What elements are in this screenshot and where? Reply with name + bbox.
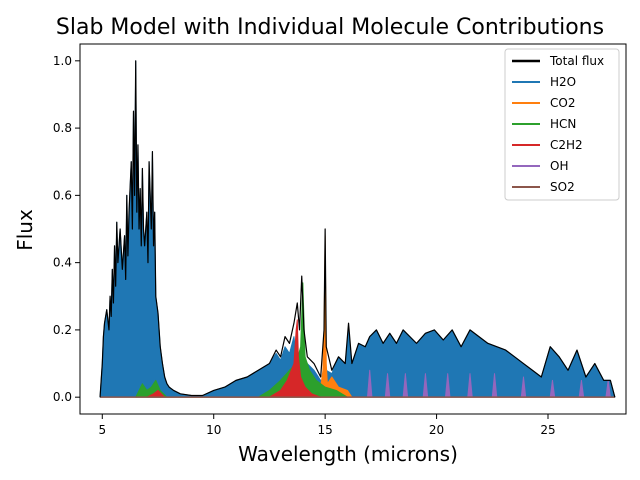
legend-label: OH [550, 159, 568, 173]
x-tick-label: 20 [429, 423, 444, 437]
legend-label: HCN [550, 117, 576, 131]
y-axis-label: Flux [13, 209, 37, 251]
legend-frame [504, 48, 620, 201]
x-tick-label: 10 [206, 423, 221, 437]
series-c2h2 [146, 319, 322, 398]
legend-label: CO2 [550, 96, 575, 110]
legend-label: C2H2 [550, 138, 583, 152]
y-axis: 0.0 0.2 0.4 0.6 0.8 1.0 [53, 54, 80, 404]
x-axis: 5 10 15 20 25 [98, 414, 556, 437]
x-tick-label: 25 [540, 423, 555, 437]
x-tick-label: 15 [318, 423, 333, 437]
series-layer [99, 60, 616, 398]
y-tick-label: 1.0 [53, 54, 72, 68]
plot-area [79, 43, 627, 415]
legend: Total flux H2O CO2 HCN C2H2 OH SO2 [504, 48, 620, 201]
chart-title: Slab Model with Individual Molecule Cont… [56, 15, 604, 40]
series-total-flux [99, 60, 616, 398]
x-axis-label: Wavelength (microns) [238, 442, 458, 466]
y-tick-label: 0.2 [53, 323, 72, 337]
legend-label: SO2 [550, 180, 575, 194]
y-tick-label: 0.8 [53, 121, 72, 135]
x-tick-label: 5 [98, 423, 106, 437]
y-tick-label: 0.4 [53, 256, 72, 270]
plot-frame [79, 43, 627, 415]
legend-label: Total flux [549, 54, 604, 68]
y-tick-label: 0.6 [53, 188, 72, 202]
y-tick-label: 0.0 [53, 390, 72, 404]
legend-label: H2O [550, 75, 576, 89]
